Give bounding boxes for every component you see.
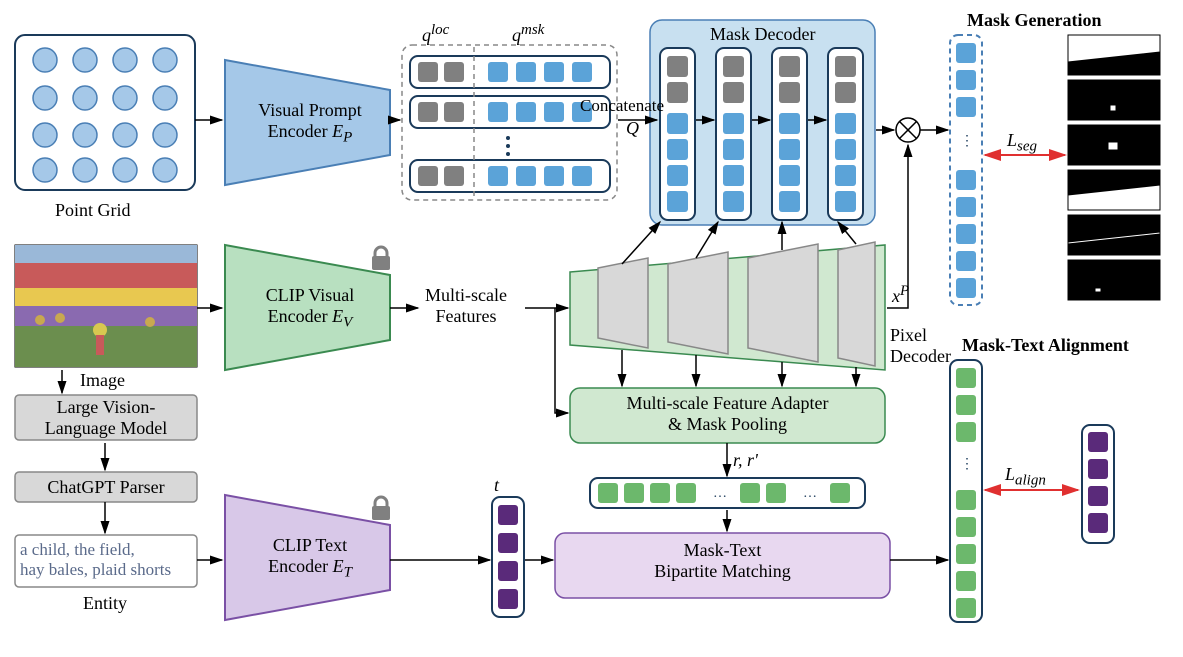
image-label: Image (80, 370, 125, 391)
xp-label: xP (892, 283, 909, 307)
t-label: t (494, 475, 499, 496)
mask-gen-title: Mask Generation (967, 10, 1102, 31)
svg-text:⋮: ⋮ (960, 457, 974, 472)
qloc: qloc (422, 22, 449, 46)
multiscale-label: Multi-scale Features (425, 285, 507, 327)
svg-text:⋮: ⋮ (960, 134, 974, 149)
mask-align-title: Mask-Text Alignment (962, 335, 1129, 356)
pixel-decoder-label: Pixel Decoder (890, 325, 951, 367)
qmsk: qmsk (512, 22, 544, 46)
adapter-label: Multi-scale Feature Adapter& Mask Poolin… (570, 393, 885, 435)
masktext-label: Mask-TextBipartite Matching (555, 540, 890, 582)
clip-vis-label: CLIP Visual Encoder EV (240, 285, 380, 332)
entities-text: a child, the field, hay bales, plaid sho… (20, 540, 192, 580)
r-label: r, r' (733, 450, 758, 471)
svg-text:…: … (713, 486, 727, 501)
vpe-label: Visual Prompt Encoder EP (240, 100, 380, 147)
lvl-model-box: Large Vision- Language Model (16, 397, 196, 439)
mask-decoder-title: Mask Decoder (710, 24, 815, 45)
svg-text:…: … (803, 486, 817, 501)
chatgpt-box: ChatGPT Parser (16, 477, 196, 498)
entity-label: Entity (83, 593, 127, 614)
Lseg: Lseg (1007, 130, 1037, 156)
Lalign: Lalign (1005, 464, 1046, 490)
Q-label: Q (626, 118, 639, 139)
point-grid-label: Point Grid (55, 200, 131, 221)
concat-label: Concatenate (580, 96, 664, 116)
clip-text-label: CLIP Text Encoder ET (240, 535, 380, 582)
